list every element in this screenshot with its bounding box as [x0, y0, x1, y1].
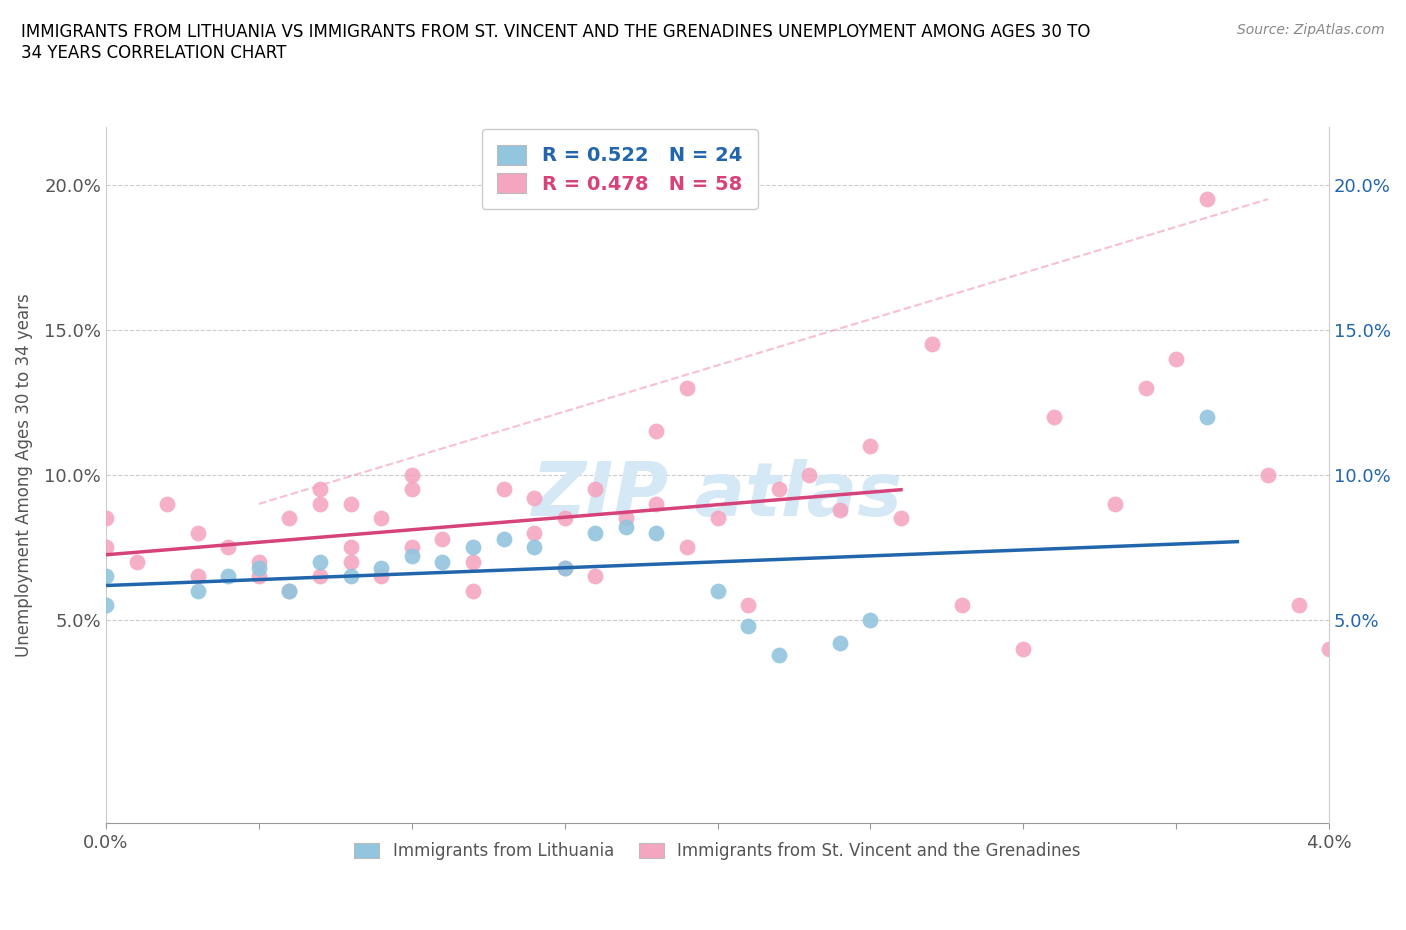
Point — [217, 540, 239, 555]
Point — [125, 554, 148, 569]
Point — [676, 540, 699, 555]
Point — [309, 482, 332, 497]
Point — [278, 583, 301, 598]
Point — [645, 424, 668, 439]
Point — [859, 438, 882, 453]
Point — [890, 511, 912, 525]
Text: IMMIGRANTS FROM LITHUANIA VS IMMIGRANTS FROM ST. VINCENT AND THE GRENADINES UNEM: IMMIGRANTS FROM LITHUANIA VS IMMIGRANTS … — [21, 23, 1091, 62]
Point — [94, 540, 117, 555]
Point — [554, 560, 576, 575]
Point — [94, 569, 117, 584]
Point — [1379, 525, 1402, 540]
Point — [278, 511, 301, 525]
Point — [799, 468, 821, 483]
Point — [554, 560, 576, 575]
Point — [432, 531, 454, 546]
Point — [583, 525, 606, 540]
Point — [94, 511, 117, 525]
Point — [768, 482, 790, 497]
Point — [1317, 642, 1340, 657]
Point — [247, 560, 270, 575]
Point — [247, 569, 270, 584]
Point — [339, 540, 361, 555]
Point — [921, 337, 943, 352]
Point — [1257, 468, 1279, 483]
Point — [523, 540, 546, 555]
Point — [1043, 409, 1066, 424]
Point — [370, 569, 392, 584]
Point — [645, 525, 668, 540]
Legend: Immigrants from Lithuania, Immigrants from St. Vincent and the Grenadines: Immigrants from Lithuania, Immigrants fr… — [347, 836, 1087, 867]
Point — [768, 647, 790, 662]
Point — [706, 511, 728, 525]
Point — [309, 554, 332, 569]
Point — [94, 598, 117, 613]
Point — [339, 554, 361, 569]
Point — [401, 468, 423, 483]
Point — [523, 491, 546, 506]
Point — [706, 583, 728, 598]
Point — [828, 502, 851, 517]
Point — [187, 525, 209, 540]
Point — [461, 554, 484, 569]
Point — [950, 598, 973, 613]
Point — [737, 598, 759, 613]
Point — [492, 482, 515, 497]
Point — [583, 482, 606, 497]
Point — [1195, 409, 1218, 424]
Point — [1195, 192, 1218, 206]
Point — [614, 520, 637, 535]
Point — [278, 583, 301, 598]
Point — [523, 525, 546, 540]
Point — [247, 554, 270, 569]
Point — [1166, 352, 1188, 366]
Point — [187, 569, 209, 584]
Point — [859, 613, 882, 628]
Point — [1135, 380, 1157, 395]
Point — [1012, 642, 1035, 657]
Point — [339, 497, 361, 512]
Text: Source: ZipAtlas.com: Source: ZipAtlas.com — [1237, 23, 1385, 37]
Point — [187, 583, 209, 598]
Point — [401, 540, 423, 555]
Point — [676, 380, 699, 395]
Point — [554, 511, 576, 525]
Point — [309, 569, 332, 584]
Point — [583, 569, 606, 584]
Point — [370, 511, 392, 525]
Point — [645, 497, 668, 512]
Point — [370, 560, 392, 575]
Text: ZIP atlas: ZIP atlas — [531, 459, 903, 532]
Point — [828, 636, 851, 651]
Y-axis label: Unemployment Among Ages 30 to 34 years: Unemployment Among Ages 30 to 34 years — [15, 293, 32, 657]
Point — [401, 549, 423, 564]
Point — [1288, 598, 1310, 613]
Point — [401, 482, 423, 497]
Point — [461, 540, 484, 555]
Point — [1104, 497, 1126, 512]
Point — [309, 497, 332, 512]
Point — [614, 511, 637, 525]
Point — [339, 569, 361, 584]
Point — [217, 569, 239, 584]
Point — [156, 497, 179, 512]
Point — [461, 583, 484, 598]
Point — [492, 531, 515, 546]
Point — [432, 554, 454, 569]
Point — [737, 618, 759, 633]
